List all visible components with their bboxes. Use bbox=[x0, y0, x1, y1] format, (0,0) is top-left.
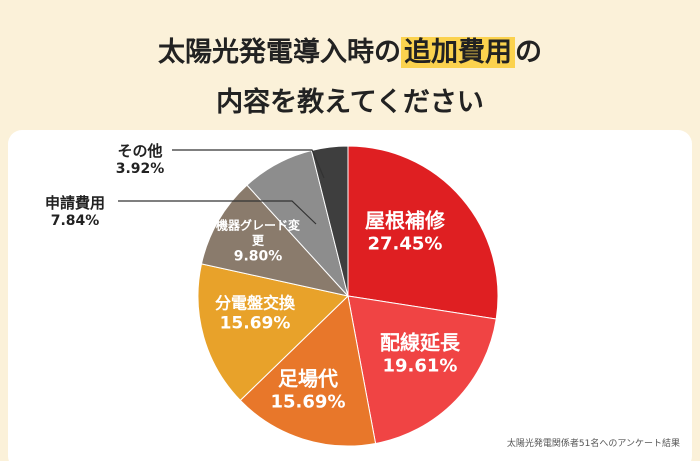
category-label: 分電盤交換 bbox=[214, 293, 296, 313]
note: 太陽光発電関係者51名へのアンケート結果 bbox=[506, 439, 680, 449]
value-label: 19.61% bbox=[382, 355, 458, 377]
slice-label: 屋根補修 27.45% bbox=[365, 208, 445, 256]
value-label: 3.92% bbox=[115, 160, 165, 177]
pie-slice bbox=[347, 145, 499, 320]
leader-line bbox=[172, 149, 325, 179]
category-label: 屋根補修 bbox=[365, 208, 445, 233]
leader-line bbox=[118, 200, 317, 225]
category-label: 申請費用 bbox=[44, 193, 106, 212]
category-label: 足場代 bbox=[277, 366, 338, 391]
pie-slice bbox=[200, 184, 350, 297]
value-label: 15.69% bbox=[219, 313, 291, 334]
pie-slice bbox=[197, 263, 350, 402]
title-line1: 太陽光発電導入時の 追加費用の bbox=[0, 30, 700, 69]
slice-label: 申請費用 7.84% bbox=[45, 194, 105, 230]
category-label: 機器グレード変更 bbox=[215, 218, 300, 248]
pie-slice bbox=[347, 295, 497, 445]
value-label: 27.45% bbox=[367, 233, 443, 255]
title-text: の bbox=[515, 37, 542, 68]
slice-label: その他 3.92% bbox=[116, 142, 165, 178]
value-label: 9.80% bbox=[233, 248, 283, 265]
value-label: 15.69% bbox=[270, 391, 346, 413]
value-label: 7.84% bbox=[50, 212, 100, 229]
title-line2: 内容を教えてください bbox=[216, 87, 484, 118]
slice-label: 機器グレード変更 9.80% bbox=[213, 218, 303, 266]
slice-label: 配線延長 19.61% bbox=[380, 330, 460, 378]
category-label: 配線延長 bbox=[380, 330, 460, 355]
slice-label: 足場代 15.69% bbox=[271, 366, 346, 414]
title-text: 太陽光発電導入時の bbox=[158, 37, 401, 68]
category-label: その他 bbox=[117, 141, 163, 160]
title-highlight: 追加費用 bbox=[401, 37, 515, 68]
slice-label: 分電盤交換 15.69% bbox=[215, 293, 295, 334]
pie-slice bbox=[239, 294, 377, 447]
